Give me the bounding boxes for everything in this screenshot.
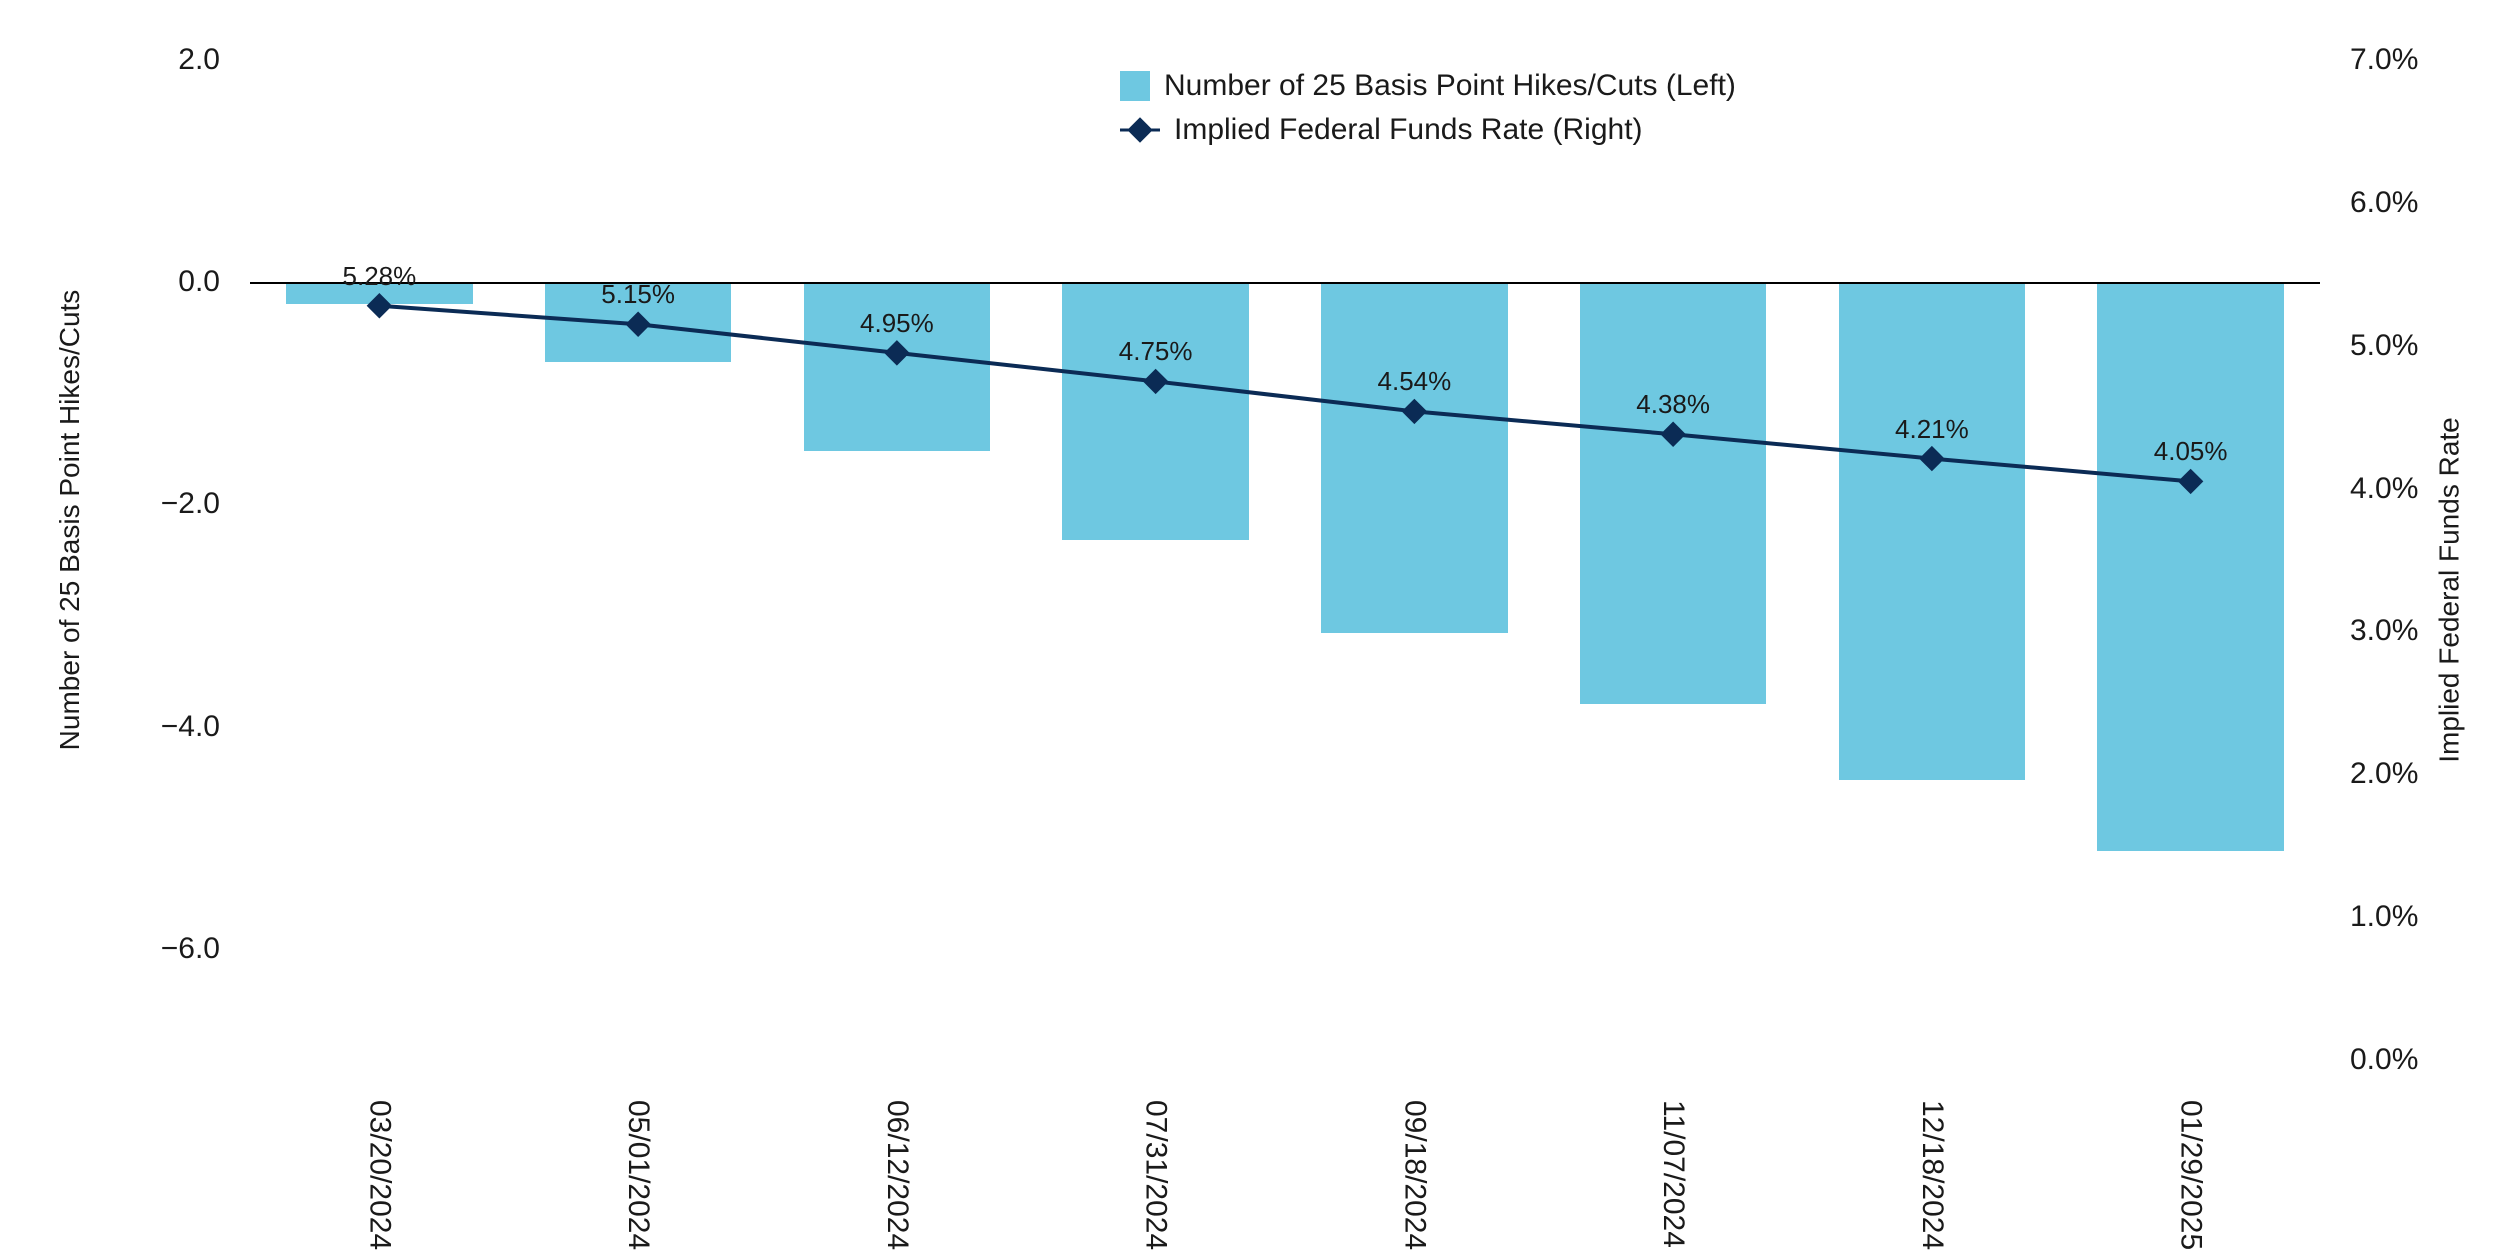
fed-funds-chart: Number of 25 Basis Point Hikes/Cuts Impl… <box>0 0 2500 1250</box>
rate-marker-icon <box>1402 399 1427 424</box>
legend-label-bars: Number of 25 Basis Point Hikes/Cuts (Lef… <box>1164 69 1736 103</box>
x-tick: 11/07/2024 <box>1656 1100 1690 1248</box>
rate-data-label: 4.21% <box>1895 414 1969 445</box>
x-tick: 07/31/2024 <box>1139 1100 1173 1250</box>
x-tick: 01/29/2025 <box>2174 1100 2208 1250</box>
x-tick: 05/01/2024 <box>621 1100 655 1250</box>
legend-swatch-bar-icon <box>1120 71 1150 101</box>
legend-swatch-line-icon <box>1120 115 1160 145</box>
rate-data-label: 4.05% <box>2154 436 2228 467</box>
rate-data-label: 4.95% <box>860 308 934 339</box>
x-tick: 09/18/2024 <box>1397 1100 1431 1250</box>
legend: Number of 25 Basis Point Hikes/Cuts (Lef… <box>1120 64 1736 152</box>
legend-item-bars: Number of 25 Basis Point Hikes/Cuts (Lef… <box>1120 64 1736 108</box>
rate-data-label: 4.54% <box>1378 366 1452 397</box>
x-tick: 03/20/2024 <box>362 1100 396 1250</box>
rate-marker-icon <box>1143 369 1168 394</box>
rate-line <box>379 306 2190 482</box>
rate-data-label: 4.75% <box>1119 336 1193 367</box>
rate-marker-icon <box>1919 446 1944 471</box>
rate-data-label: 5.28% <box>343 261 417 292</box>
rate-marker-icon <box>884 340 909 365</box>
rate-marker-icon <box>625 312 650 337</box>
rate-data-label: 5.15% <box>601 279 675 310</box>
x-tick: 06/12/2024 <box>880 1100 914 1250</box>
legend-label-line: Implied Federal Funds Rate (Right) <box>1174 113 1643 147</box>
legend-item-line: Implied Federal Funds Rate (Right) <box>1120 108 1736 152</box>
x-tick: 12/18/2024 <box>1915 1100 1949 1250</box>
rate-marker-icon <box>367 293 392 318</box>
rate-marker-icon <box>1660 422 1685 447</box>
line-layer <box>0 0 2500 1250</box>
rate-data-label: 4.38% <box>1636 389 1710 420</box>
rate-marker-icon <box>2178 469 2203 494</box>
